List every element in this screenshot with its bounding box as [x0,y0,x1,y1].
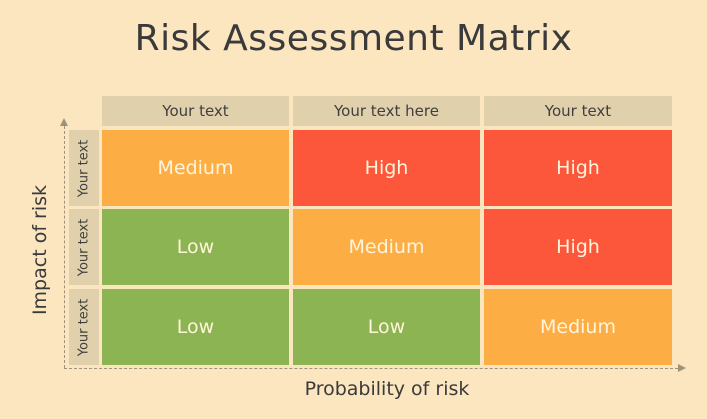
x-axis-line [64,368,678,369]
row-header-2-label: Your text [76,218,92,276]
column-header-3: Your text [484,96,672,126]
cell-r2-c1: Low [102,209,289,285]
column-header-1: Your text [102,96,289,126]
cell-r1-c3: High [484,130,672,206]
cell-r3-c2: Low [293,289,480,365]
cell-r2-c3: High [484,209,672,285]
x-axis-arrow-icon [678,364,686,372]
y-axis-arrow-icon [60,118,68,126]
row-header-3-label: Your text [76,298,92,356]
cell-r3-c3: Medium [484,289,672,365]
cell-r1-c1: Medium [102,130,289,206]
row-header-2: Your text [69,209,99,285]
row-header-3: Your text [69,289,99,365]
cell-r1-c2: High [293,130,480,206]
diagram-title: Risk Assessment Matrix [134,18,573,59]
column-header-2: Your text here [293,96,480,126]
x-axis-label: Probability of risk [304,378,470,400]
row-header-1-label: Your text [76,139,92,197]
y-axis-label: Impact of risk [29,184,51,316]
cell-r2-c2: Medium [293,209,480,285]
row-header-1: Your text [69,130,99,206]
y-axis-line [64,126,65,368]
cell-r3-c1: Low [102,289,289,365]
